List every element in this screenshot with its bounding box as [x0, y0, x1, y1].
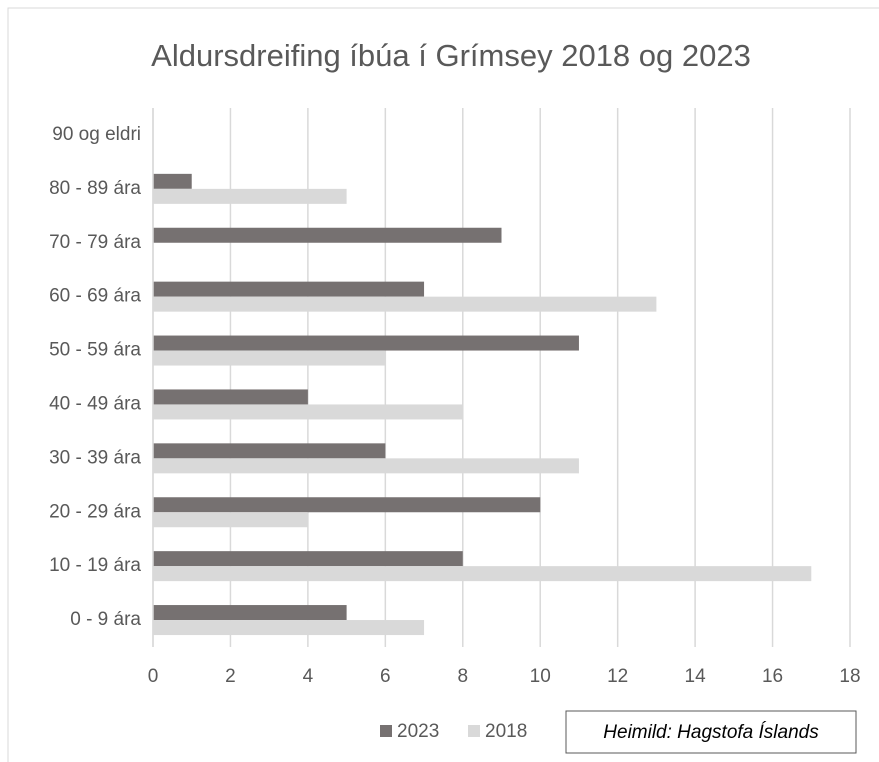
x-tick-label: 6: [380, 666, 391, 687]
bar: [153, 350, 386, 366]
y-tick-label: 40 - 49 ára: [49, 393, 141, 414]
x-tick-label: 10: [530, 666, 551, 687]
y-tick-label: 50 - 59 ára: [49, 340, 141, 361]
chart-title: Aldursdreifing íbúa í Grímsey 2018 og 20…: [151, 38, 751, 73]
bar: [153, 605, 347, 621]
bar: [153, 620, 425, 636]
x-tick-label: 16: [762, 666, 783, 687]
y-tick-label: 30 - 39 ára: [49, 447, 141, 468]
bar: [153, 512, 308, 528]
bar: [153, 281, 425, 297]
y-tick-label: 90 og eldri: [52, 124, 141, 145]
legend-swatch: [380, 725, 392, 737]
legend-swatch: [468, 725, 480, 737]
x-tick-label: 18: [839, 666, 860, 687]
bar: [153, 389, 308, 405]
bar: [153, 497, 541, 513]
x-tick-label: 8: [457, 666, 468, 687]
bar: [153, 173, 192, 189]
bar: [153, 566, 812, 582]
bar: [153, 443, 386, 459]
y-tick-label: 60 - 69 ára: [49, 286, 141, 307]
annotation: Heimild: Hagstofa Íslands: [603, 722, 819, 743]
bar: [153, 335, 579, 351]
annotation-box: [565, 710, 857, 754]
y-tick-label: 0 - 9 ára: [70, 609, 141, 630]
bar: [153, 188, 347, 204]
bar: [153, 227, 502, 243]
y-tick-label: 20 - 29 ára: [49, 501, 141, 522]
legend-label: 2023: [397, 721, 439, 742]
chart-border: [7, 7, 879, 762]
bar: [153, 458, 579, 474]
x-tick-label: 12: [607, 666, 628, 687]
bar: [153, 551, 463, 567]
bar: [153, 404, 463, 420]
x-tick-label: 2: [225, 666, 236, 687]
x-tick-label: 14: [685, 666, 707, 687]
bar: [153, 296, 657, 312]
y-tick-label: 80 - 89 ára: [49, 178, 141, 199]
y-tick-label: 70 - 79 ára: [49, 232, 141, 253]
x-tick-label: 0: [148, 666, 159, 687]
y-tick-label: 10 - 19 ára: [49, 555, 141, 576]
x-tick-label: 4: [303, 666, 314, 687]
legend-label: 2018: [485, 721, 527, 742]
